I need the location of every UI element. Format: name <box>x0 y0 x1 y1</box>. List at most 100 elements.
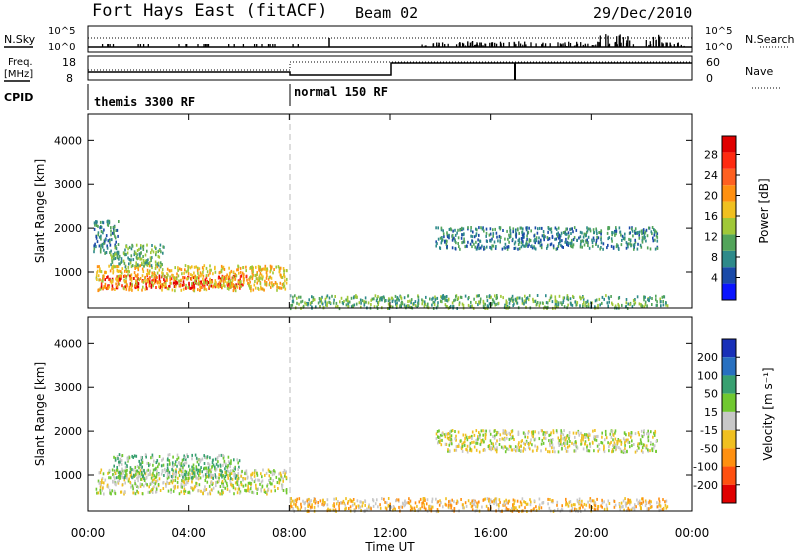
power-cell <box>146 287 148 291</box>
power-cell <box>470 226 472 229</box>
velocity-cell <box>191 472 194 475</box>
velocity-cell <box>185 473 187 477</box>
power-cell <box>174 281 176 285</box>
power-cell <box>567 241 569 245</box>
power-cell <box>98 244 101 248</box>
velocity-cell <box>512 436 514 440</box>
power-cell <box>214 283 216 286</box>
power-cell <box>102 286 104 290</box>
velocity-cell <box>640 506 642 509</box>
power-cell <box>579 235 582 239</box>
power-cell <box>259 271 262 275</box>
velocity-cell <box>255 486 257 490</box>
power-cell <box>549 243 552 247</box>
velocity-cell <box>649 449 651 453</box>
velocity-cell <box>612 444 614 448</box>
power-cell <box>156 262 159 266</box>
velocity-cell <box>177 476 179 480</box>
velocity-cell <box>465 447 467 451</box>
velocity-cell <box>488 446 490 450</box>
power-cell <box>267 277 270 281</box>
velocity-cell <box>230 469 232 473</box>
power-cell <box>443 295 446 299</box>
velocity-cell <box>244 477 247 481</box>
velocity-cell <box>208 469 210 473</box>
power-cell <box>492 234 494 238</box>
velocity-cell <box>527 446 530 450</box>
power-cell <box>325 295 328 299</box>
velocity-cell <box>504 508 507 512</box>
power-cell <box>120 274 123 278</box>
power-cell <box>108 221 111 225</box>
velocity-cell <box>161 469 164 473</box>
velocity-cell <box>266 492 268 496</box>
velocity-cell <box>208 473 210 477</box>
power-cell <box>116 228 119 232</box>
velocity-cell <box>552 429 555 433</box>
velocity-cell <box>197 476 199 480</box>
velocity-cell <box>495 499 497 503</box>
power-cell <box>562 301 564 304</box>
power-cell <box>104 270 106 274</box>
power-cell <box>617 296 620 300</box>
power-cell <box>299 295 302 299</box>
power-cell <box>237 264 239 268</box>
velocity-cell <box>311 505 313 509</box>
power-cell <box>311 305 313 309</box>
power-cell <box>146 249 148 253</box>
power-ytick-label: 1000 <box>54 266 82 279</box>
velocity-cell <box>597 449 599 453</box>
power-cell <box>570 232 572 235</box>
velocity-cell <box>120 459 123 463</box>
power-cell <box>141 267 144 271</box>
velocity-cell <box>133 454 136 458</box>
velocity-cell <box>482 448 485 452</box>
velocity-cell <box>490 441 493 445</box>
velocity-cell <box>134 479 136 483</box>
power-cell <box>96 220 98 224</box>
power-cell <box>395 302 397 306</box>
velocity-cell <box>643 433 645 437</box>
power-cell <box>158 280 161 284</box>
power-cell <box>588 246 591 250</box>
velocity-cell <box>658 508 661 512</box>
velocity-cell <box>656 501 658 505</box>
velocity-cell <box>99 488 102 492</box>
power-cell <box>115 229 117 232</box>
nsearch-label: N.Search <box>745 33 795 46</box>
nsearch-tick-bottom: 10^0 <box>705 42 732 53</box>
velocity-cell <box>180 485 182 489</box>
velocity-cell <box>372 504 375 508</box>
velocity-cell <box>233 492 235 496</box>
power-cell <box>538 236 540 240</box>
velocity-cell <box>580 431 582 435</box>
velocity-cell <box>622 449 625 453</box>
power-cell <box>359 298 362 302</box>
velocity-cell <box>627 507 629 511</box>
power-ylabel: Slant Range [km] <box>33 159 47 263</box>
power-cell <box>336 304 339 308</box>
power-cell <box>662 300 664 303</box>
power-cell <box>270 285 272 289</box>
power-cell <box>258 276 260 280</box>
power-cell <box>256 273 258 277</box>
velocity-cell <box>601 505 603 509</box>
velocity-cell <box>214 473 216 477</box>
velocity-cell <box>476 505 479 509</box>
power-cell <box>442 229 444 233</box>
power-cell <box>253 283 256 287</box>
power-cell <box>173 285 176 288</box>
velocity-cell <box>135 469 138 473</box>
power-cell <box>633 302 636 306</box>
velocity-cell <box>118 479 120 482</box>
power-cell <box>122 259 125 263</box>
power-cell <box>109 279 112 283</box>
power-cell <box>470 229 472 233</box>
velocity-cell <box>538 507 540 510</box>
velocity-cell <box>167 482 170 485</box>
power-cell <box>146 261 148 265</box>
velocity-cell <box>469 435 471 439</box>
power-cell <box>630 243 633 247</box>
velocity-cell <box>251 478 253 482</box>
velocity-cell <box>100 481 102 484</box>
